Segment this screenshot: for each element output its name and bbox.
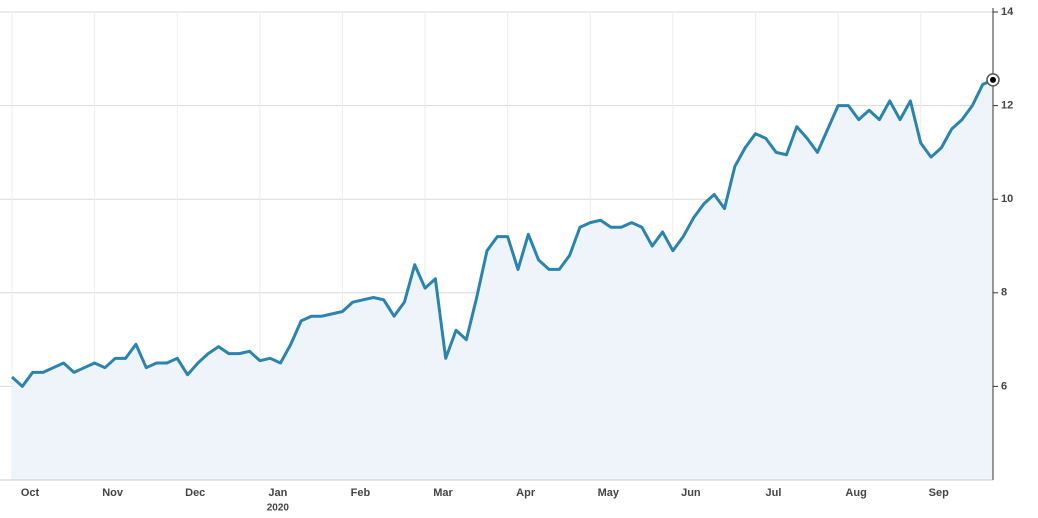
y-tick-label: 14: [1001, 6, 1014, 18]
x-tick-label: Oct: [21, 487, 40, 499]
x-tick-label: Apr: [516, 487, 536, 499]
x-tick-label: Dec: [185, 487, 205, 499]
area: [12, 79, 993, 481]
x-tick-label: Feb: [351, 487, 371, 499]
end-marker-dot: [990, 76, 996, 83]
x-tick-label: Mar: [433, 487, 453, 499]
x-tick-label: Jul: [766, 487, 782, 499]
y-tick-label: 8: [1001, 287, 1007, 299]
x-tick-label: May: [598, 487, 620, 499]
year-label: 2020: [267, 503, 290, 514]
x-tick-label: Jun: [681, 487, 701, 499]
line: [10, 78, 994, 388]
y-tick-label: 6: [1001, 380, 1007, 392]
y-tick-label: 10: [1001, 193, 1013, 205]
x-tick-label: Aug: [845, 487, 866, 499]
x-tick-label: Nov: [102, 487, 124, 499]
y-tick-label: 12: [1001, 100, 1013, 112]
x-tick-label: Jan: [268, 487, 287, 499]
x-tick-label: Sep: [929, 487, 949, 499]
